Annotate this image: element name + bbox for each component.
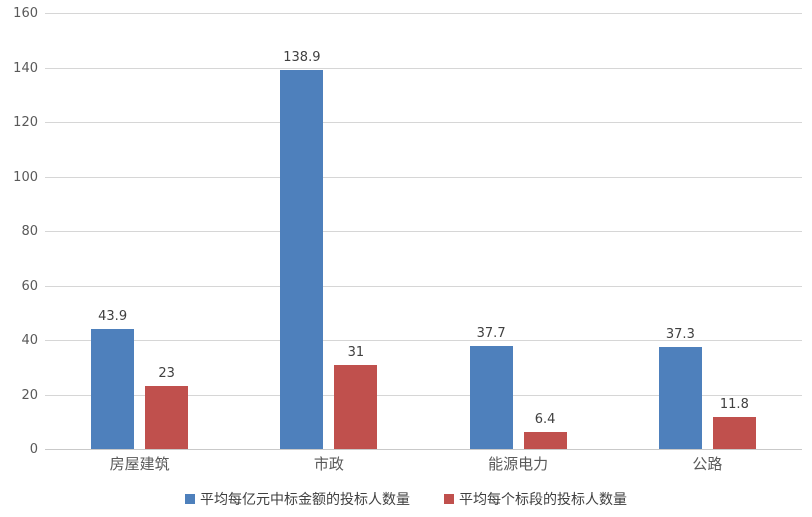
bar-series-1 xyxy=(280,70,324,449)
y-tick-label: 0 xyxy=(29,442,38,457)
bar-series-1 xyxy=(91,329,135,449)
value-label: 31 xyxy=(347,344,365,360)
bar-series-2 xyxy=(523,431,567,449)
gridline xyxy=(45,13,802,14)
gridline xyxy=(45,122,802,123)
bar-series-1 xyxy=(469,346,513,449)
category-label: 能源电力 xyxy=(488,455,549,473)
category-label: 市政 xyxy=(313,455,344,473)
category-label: 公路 xyxy=(692,455,723,473)
x-axis-line xyxy=(45,449,802,450)
legend-label-series-1: 平均每亿元中标金额的投标人数量 xyxy=(200,492,410,508)
gridline xyxy=(45,394,802,396)
legend-item-series-2: 平均每个标段的投标人数量 xyxy=(444,489,627,509)
gridline xyxy=(45,231,802,232)
category-label: 房屋建筑 xyxy=(109,455,170,473)
legend: 平均每亿元中标金额的投标人数量 平均每个标段的投标人数量 xyxy=(0,489,812,509)
y-tick-label: 20 xyxy=(21,387,38,403)
bar-series-2 xyxy=(334,364,378,449)
y-tick-label: 160 xyxy=(13,6,38,21)
value-label: 37.3 xyxy=(665,327,695,343)
y-tick-label: 140 xyxy=(13,60,38,76)
bar-series-1 xyxy=(658,347,702,449)
legend-swatch-blue-icon xyxy=(185,494,195,504)
y-tick-label: 60 xyxy=(21,278,38,294)
gridline xyxy=(45,285,802,287)
y-tick-label: 100 xyxy=(13,169,38,185)
legend-item-series-1: 平均每亿元中标金额的投标人数量 xyxy=(185,489,410,509)
y-tick-label: 80 xyxy=(21,224,38,239)
gridline xyxy=(45,67,802,69)
value-label: 138.9 xyxy=(283,50,321,66)
y-tick-label: 40 xyxy=(21,333,38,348)
value-label: 37.7 xyxy=(476,326,506,342)
bar-series-2 xyxy=(712,416,756,449)
value-label: 11.8 xyxy=(719,396,749,412)
bar-series-2 xyxy=(145,386,189,449)
y-tick-label: 120 xyxy=(13,115,38,130)
gridline xyxy=(45,340,802,341)
legend-label-series-2: 平均每个标段的投标人数量 xyxy=(459,492,627,508)
value-label: 23 xyxy=(158,366,175,382)
gridline xyxy=(45,176,802,178)
legend-swatch-red-icon xyxy=(444,494,454,504)
value-label: 6.4 xyxy=(534,411,556,427)
value-label: 43.9 xyxy=(98,309,128,325)
